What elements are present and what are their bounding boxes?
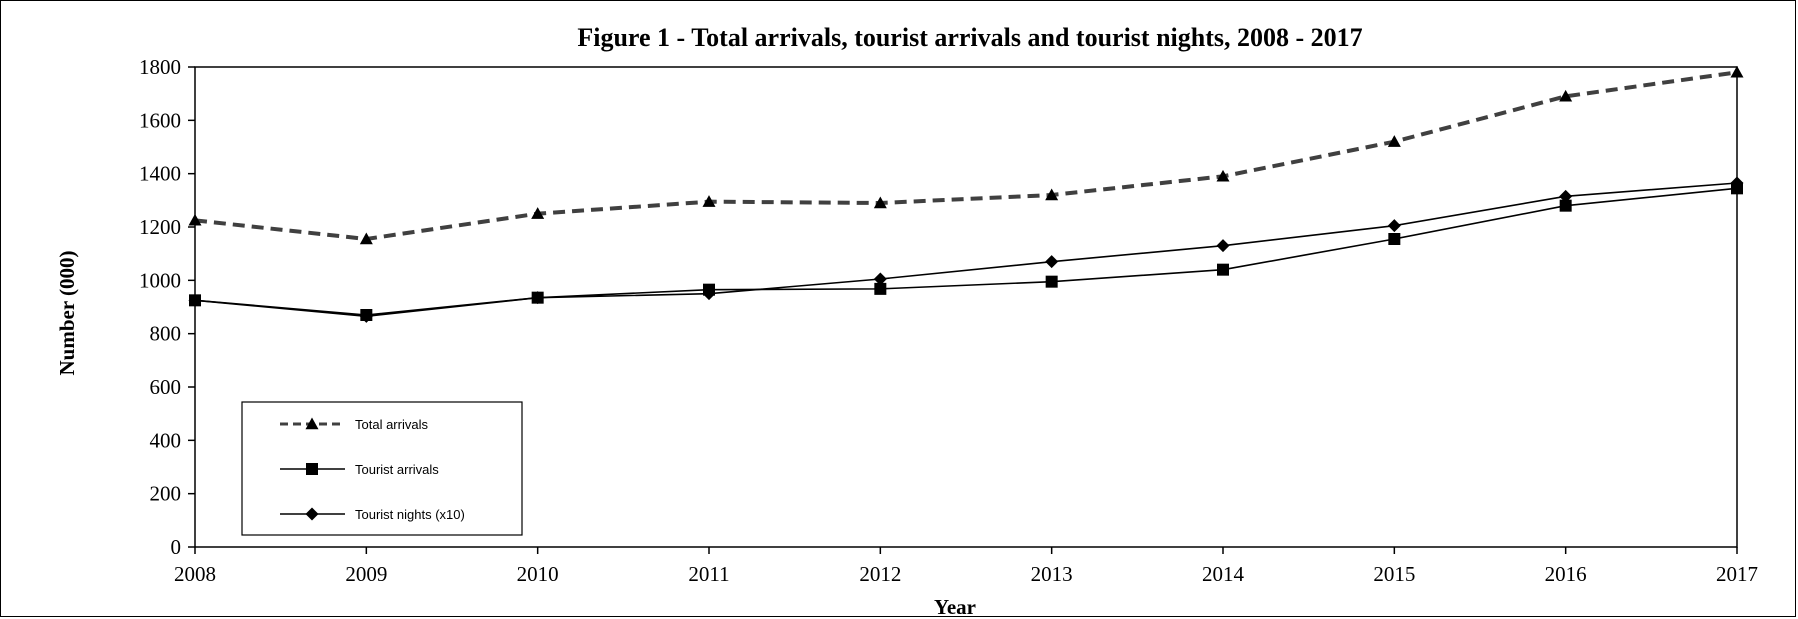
x-tick-label: 2009 <box>345 562 387 586</box>
legend-marker-tourist-nights-x10 <box>305 507 319 521</box>
data-point-total-arrivals <box>1216 169 1230 182</box>
data-point-total-arrivals <box>1387 135 1401 147</box>
data-point-total-arrivals <box>1045 188 1059 201</box>
x-tick-label: 2010 <box>517 562 559 586</box>
y-tick-label: 600 <box>150 375 182 399</box>
y-tick-label: 0 <box>171 535 182 559</box>
legend-marker-tourist-arrivals <box>306 463 318 475</box>
legend: Total arrivals Tourist arrivals Tourist ni… <box>241 401 523 536</box>
x-tick-label: 2014 <box>1202 562 1245 586</box>
data-point-tourist-nights-x10 <box>531 291 545 305</box>
x-tick-label: 2016 <box>1545 562 1587 586</box>
series-line-tourist-nights-x10 <box>194 182 1738 318</box>
plot-area <box>194 66 1738 548</box>
x-tick-label: 2017 <box>1716 562 1758 586</box>
data-point-tourist-nights-x10 <box>1045 255 1059 269</box>
y-tick-label: 1600 <box>139 108 181 132</box>
y-tick-label: 1800 <box>139 55 181 79</box>
x-axis-title: Year <box>934 595 976 619</box>
data-point-total-arrivals <box>1730 65 1744 78</box>
data-point-total-arrivals <box>873 196 887 209</box>
legend-label-total-arrivals: Total arrivals <box>355 417 428 432</box>
data-point-total-arrivals <box>188 213 202 226</box>
y-tick-label: 1000 <box>139 268 181 292</box>
data-point-tourist-nights-x10 <box>359 309 373 323</box>
legend-marker-total-arrivals <box>305 417 319 430</box>
y-tick-label: 200 <box>150 482 182 506</box>
y-tick-label: 1400 <box>139 162 181 186</box>
legend-label-tourist-nights-x10: Tourist nights (x10) <box>355 507 465 522</box>
y-axis-title: Number (000) <box>55 250 79 375</box>
data-point-tourist-nights-x10 <box>873 272 887 286</box>
x-tick-label: 2012 <box>859 562 901 586</box>
data-point-tourist-nights-x10 <box>702 287 716 301</box>
x-tick-label: 2015 <box>1373 562 1415 586</box>
data-point-tourist-arrivals <box>1559 199 1572 212</box>
x-tick-label: 2011 <box>688 562 729 586</box>
series-layer <box>188 65 1744 323</box>
chart-title: Figure 1 - Total arrivals, tourist arriv… <box>577 23 1362 52</box>
data-point-tourist-nights-x10 <box>188 293 202 307</box>
y-tick-label: 800 <box>150 322 182 346</box>
data-point-total-arrivals <box>702 195 716 207</box>
x-tick-label: 2013 <box>1031 562 1073 586</box>
x-axis: 2008 2009 2010 2011 2012 2013 2014 2015 2016 2017 <box>174 547 1758 586</box>
data-point-tourist-arrivals <box>1388 233 1401 245</box>
data-point-total-arrivals <box>359 232 373 245</box>
x-tick-label: 2008 <box>174 562 216 586</box>
y-tick-label: 400 <box>150 428 182 452</box>
data-point-total-arrivals <box>531 207 545 219</box>
data-point-tourist-nights-x10 <box>1216 239 1230 253</box>
y-tick-label: 1200 <box>139 215 181 239</box>
data-point-tourist-nights-x10 <box>1559 189 1573 203</box>
data-point-total-arrivals <box>1559 89 1573 102</box>
data-point-tourist-arrivals <box>1045 275 1058 288</box>
data-point-tourist-arrivals <box>874 282 887 295</box>
y-axis: 0 200 400 600 800 1000 1200 1400 1600 1800 <box>139 55 195 559</box>
data-point-tourist-nights-x10 <box>1387 219 1401 233</box>
data-point-tourist-arrivals <box>1217 263 1229 276</box>
legend-label-tourist-arrivals: Tourist arrivals <box>355 462 439 477</box>
data-point-tourist-nights-x10 <box>1730 176 1744 190</box>
series-line-total-arrivals <box>194 70 1738 241</box>
